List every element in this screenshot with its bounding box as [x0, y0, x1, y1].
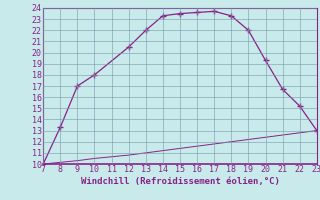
X-axis label: Windchill (Refroidissement éolien,°C): Windchill (Refroidissement éolien,°C)	[81, 177, 279, 186]
